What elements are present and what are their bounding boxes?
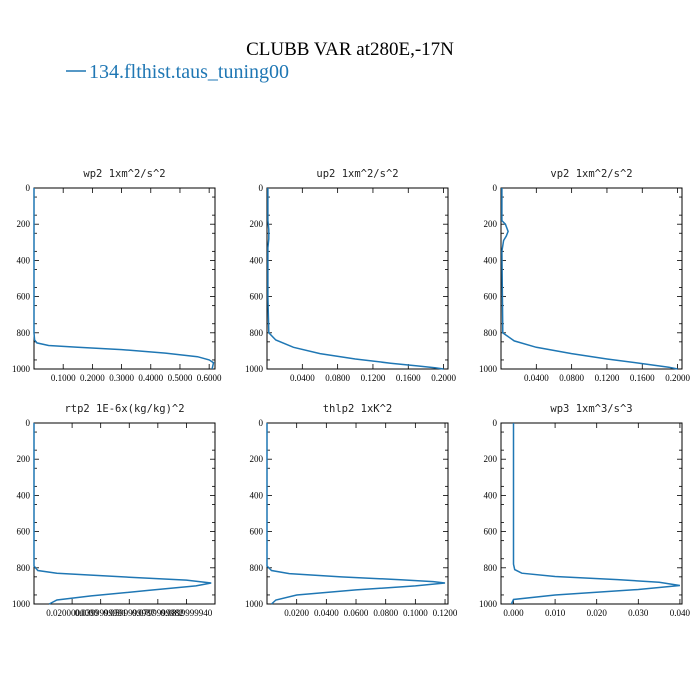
plot-frame xyxy=(500,422,683,605)
plot-frame xyxy=(266,187,449,370)
series-line-1 xyxy=(33,188,215,370)
y-tick-label: 800 xyxy=(250,563,264,573)
x-tick-label: 0.1600 xyxy=(396,373,421,383)
x-tick-label: 0.0800 xyxy=(325,373,350,383)
y-tick-label: 1000 xyxy=(12,364,31,374)
y-tick-label: 800 xyxy=(484,563,498,573)
series-line-1 xyxy=(501,188,678,370)
x-tick-label: 0.030 xyxy=(628,608,649,618)
figure-title: CLUBB VAR at280E,-17N xyxy=(246,39,454,60)
y-tick-label: 200 xyxy=(250,454,264,464)
x-tick-label: 0.1000 xyxy=(403,608,428,618)
x-tick-label: 0.0799999982 xyxy=(132,608,184,618)
x-tick-label: 0.2000 xyxy=(80,373,105,383)
y-tick-label: 400 xyxy=(484,255,498,265)
x-tick-label: 0.0200 xyxy=(284,608,309,618)
plot-frame xyxy=(500,187,683,370)
x-tick-label: 0.0599999987 xyxy=(103,608,155,618)
panel-title: thlp2 1xK^2 xyxy=(323,403,393,415)
x-tick-label: 0.4000 xyxy=(138,373,163,383)
y-tick-label: 800 xyxy=(250,328,264,338)
panel-title: up2 1xm^2/s^2 xyxy=(316,168,398,180)
x-tick-label: 0.010 xyxy=(545,608,566,618)
x-tick-label: 0.1200 xyxy=(595,373,620,383)
x-tick-label: 0.0400 xyxy=(290,373,315,383)
y-tick-label: 0 xyxy=(26,183,31,193)
panel-3: vp2 1xm^2/s^2 0 200 400 600 800 1000 0.0400 0.08… xyxy=(479,168,690,383)
x-tick-label: 0.6000 xyxy=(197,373,222,383)
x-tick-label: 0.040 xyxy=(670,608,691,618)
series-line-1 xyxy=(33,423,212,605)
y-tick-label: 200 xyxy=(484,454,498,464)
panel-title: wp2 1xm^2/s^2 xyxy=(83,168,165,180)
y-tick-label: 0 xyxy=(26,418,31,428)
y-tick-label: 400 xyxy=(250,490,264,500)
y-tick-label: 800 xyxy=(17,328,31,338)
x-tick-label: 0.0200000000 xyxy=(46,608,98,618)
y-tick-label: 400 xyxy=(250,255,264,265)
plot-frame xyxy=(33,187,216,370)
y-tick-label: 1000 xyxy=(245,599,264,609)
panel-title: rtp2 1E-6x(kg/kg)^2 xyxy=(64,403,184,415)
y-tick-label: 200 xyxy=(17,219,31,229)
x-tick-label: 0.0899999940 xyxy=(161,608,213,618)
y-tick-label: 800 xyxy=(17,563,31,573)
series-line-1 xyxy=(267,188,444,370)
x-tick-label: 0.0400 xyxy=(524,373,549,383)
y-tick-label: 200 xyxy=(250,219,264,229)
y-tick-label: 600 xyxy=(17,527,31,537)
x-tick-label: 0.3000 xyxy=(109,373,134,383)
y-tick-label: 0 xyxy=(493,418,498,428)
y-tick-label: 0 xyxy=(259,183,264,193)
y-tick-label: 600 xyxy=(484,292,498,302)
panel-2: up2 1xm^2/s^2 0 200 400 600 800 1000 0.0400 0.08… xyxy=(245,168,456,383)
y-tick-label: 800 xyxy=(484,328,498,338)
plot-frame xyxy=(266,422,449,605)
y-tick-label: 400 xyxy=(17,490,31,500)
x-tick-label: 0.020 xyxy=(587,608,608,618)
y-tick-label: 400 xyxy=(484,490,498,500)
x-tick-label: 0.0800 xyxy=(559,373,584,383)
panel-4: rtp2 1E-6x(kg/kg)^2 0 200 400 600 800 1000 0.02… xyxy=(12,403,216,618)
panel-6: wp3 1xm^3/s^3 0 200 400 600 800 1000 0.000 0.010… xyxy=(479,403,691,618)
y-tick-label: 600 xyxy=(250,527,264,537)
y-tick-label: 1000 xyxy=(12,599,31,609)
legend: 134.flthist.taus_tuning00 xyxy=(66,61,289,83)
y-tick-label: 1000 xyxy=(479,599,498,609)
y-tick-label: 600 xyxy=(484,527,498,537)
y-tick-label: 1000 xyxy=(245,364,264,374)
y-tick-label: 1000 xyxy=(479,364,498,374)
x-tick-label: 0.0800 xyxy=(373,608,398,618)
y-tick-label: 0 xyxy=(259,418,264,428)
x-tick-label: 0.0399999991 xyxy=(75,608,127,618)
panel-title: vp2 1xm^2/s^2 xyxy=(550,168,632,180)
legend-label: 134.flthist.taus_tuning00 xyxy=(89,61,289,83)
x-tick-label: 0.2000 xyxy=(431,373,456,383)
y-tick-label: 200 xyxy=(17,454,31,464)
x-tick-label: 0.1200 xyxy=(433,608,458,618)
panel-5: thlp2 1xK^2 0 200 400 600 800 1000 0.0200 0.0400… xyxy=(245,403,458,618)
y-tick-label: 400 xyxy=(17,255,31,265)
y-tick-label: 200 xyxy=(484,219,498,229)
panel-title: wp3 1xm^3/s^3 xyxy=(550,403,632,415)
series-line-1 xyxy=(510,423,681,605)
series-line-1 xyxy=(266,423,446,605)
y-tick-label: 600 xyxy=(250,292,264,302)
y-tick-label: 0 xyxy=(493,183,498,193)
x-tick-label: 0.1000 xyxy=(51,373,76,383)
panel-1: wp2 1xm^2/s^2 0 200 400 600 800 1000 0.1000 0.20… xyxy=(12,168,222,383)
x-tick-label: 0.1200 xyxy=(361,373,386,383)
x-tick-label: 0.2000 xyxy=(665,373,690,383)
x-tick-label: 0.0600 xyxy=(344,608,369,618)
x-tick-label: 0.0400 xyxy=(314,608,339,618)
x-tick-label: 0.1600 xyxy=(630,373,655,383)
panels: wp2 1xm^2/s^2 0 200 400 600 800 1000 0.1000 0.20… xyxy=(12,168,691,618)
y-tick-label: 600 xyxy=(17,292,31,302)
x-tick-label: 0.000 xyxy=(503,608,524,618)
x-tick-label: 0.5000 xyxy=(168,373,193,383)
